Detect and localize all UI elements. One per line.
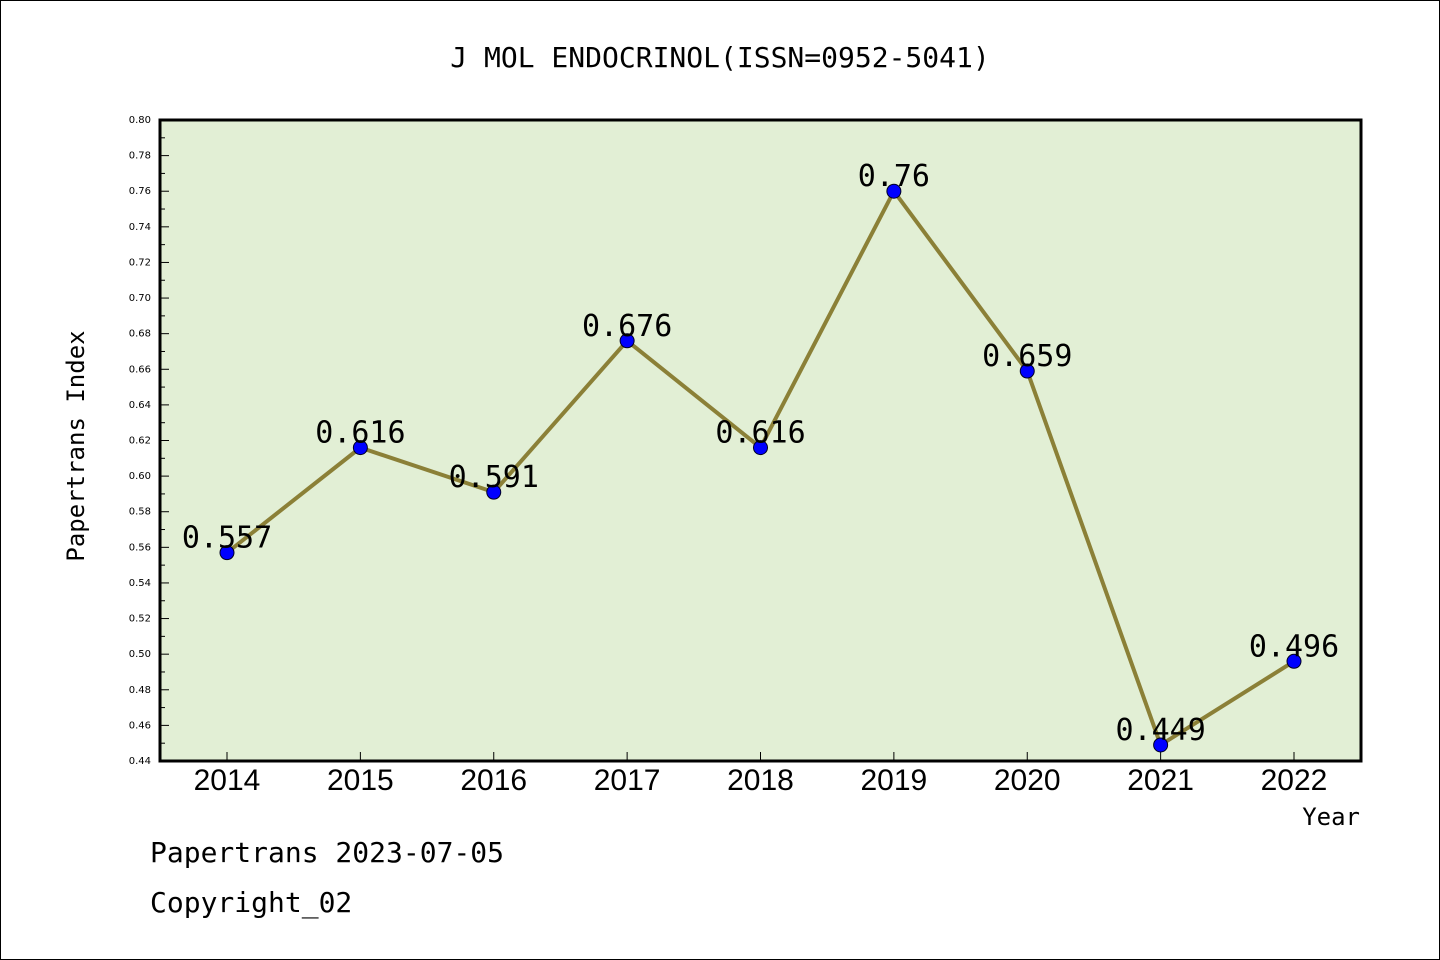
data-point <box>753 440 768 456</box>
y-tick-label: 0.68 <box>129 329 151 340</box>
data-label: 0.449 <box>1115 713 1205 748</box>
series-line <box>219 183 1302 753</box>
data-label: 0.591 <box>449 460 539 495</box>
data-label: 0.616 <box>715 416 805 451</box>
data-point <box>486 484 502 500</box>
x-tick-label: 2020 <box>994 764 1061 797</box>
y-tick-label: 0.48 <box>129 685 151 696</box>
y-tick-label: 0.60 <box>129 471 151 482</box>
x-tick-label: 2018 <box>727 764 794 797</box>
data-label: 0.616 <box>315 416 405 451</box>
data-labels: 0.557 0.616 0.591 0.676 0.616 0.76 0.659 0.449 0… <box>182 159 1339 748</box>
y-tick-label: 0.78 <box>129 151 151 162</box>
data-point <box>219 545 235 561</box>
data-label: 0.676 <box>582 309 672 344</box>
x-axis: 2014 2015 2016 2017 2018 2019 2020 2021 2022 <box>194 752 1328 797</box>
y-tick-label: 0.76 <box>129 186 151 197</box>
x-tick-label: 2022 <box>1261 764 1328 797</box>
data-point <box>619 333 635 349</box>
x-tick-label: 2017 <box>594 764 661 797</box>
data-label: 0.557 <box>182 521 272 556</box>
x-tick-label: 2016 <box>460 764 527 797</box>
chart-title: J MOL ENDOCRINOL(ISSN=0952-5041) <box>450 41 989 74</box>
y-tick-label: 0.66 <box>129 364 151 375</box>
data-point <box>352 440 368 456</box>
y-tick-label: 0.44 <box>129 756 151 767</box>
y-tick-label: 0.80 <box>129 115 151 126</box>
x-axis-label: Year <box>1302 803 1360 831</box>
data-label: 0.496 <box>1249 629 1339 664</box>
data-point <box>1019 363 1035 379</box>
y-tick-label: 0.70 <box>129 293 151 304</box>
y-tick-label: 0.64 <box>129 400 151 411</box>
y-tick-label: 0.58 <box>129 507 151 518</box>
y-tick-label: 0.46 <box>129 720 151 731</box>
y-axis-label: Papertrans Index <box>62 330 90 561</box>
x-tick-label: 2019 <box>861 764 928 797</box>
data-label: 0.659 <box>982 339 1072 374</box>
footer-date: Papertrans 2023-07-05 <box>150 836 505 869</box>
y-tick-label: 0.74 <box>129 222 151 233</box>
x-tick-label: 2021 <box>1127 764 1194 797</box>
y-tick-label: 0.62 <box>129 436 151 447</box>
y-tick-label: 0.50 <box>129 649 151 660</box>
y-tick-label: 0.52 <box>129 614 151 625</box>
data-point <box>1286 653 1302 669</box>
y-tick-label: 0.72 <box>129 257 151 268</box>
y-tick-label: 0.56 <box>129 542 151 553</box>
data-label: 0.76 <box>858 159 930 194</box>
data-point <box>886 183 902 199</box>
x-tick-label: 2015 <box>327 764 394 797</box>
y-axis: 0.44 0.46 0.48 0.50 0.52 0.54 0.56 0.58 0.60 0.62… <box>129 115 169 767</box>
data-point <box>1153 737 1169 753</box>
x-tick-label: 2014 <box>194 764 261 797</box>
y-tick-label: 0.54 <box>129 578 151 589</box>
footer-copyright: Copyright_02 <box>150 886 353 919</box>
